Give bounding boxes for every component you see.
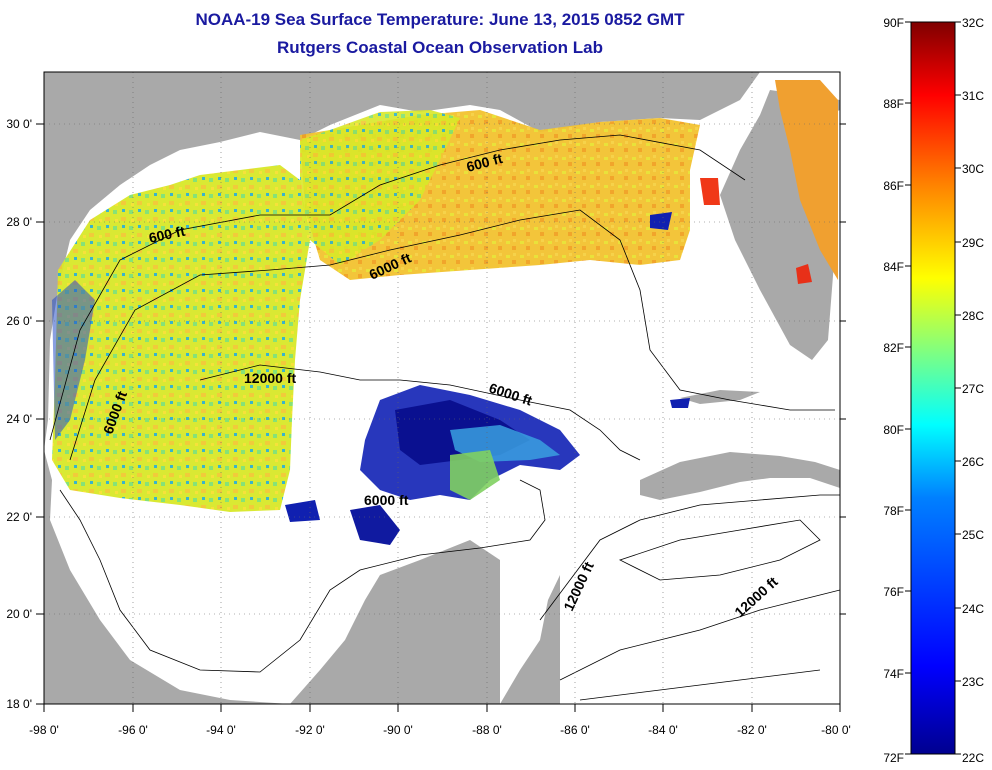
lat-label: 20 0' <box>6 607 32 621</box>
colorbar-c-label: 32C <box>962 16 984 30</box>
lon-label: -86 0' <box>560 723 590 737</box>
contour-600ft <box>49 134 746 441</box>
land-gulf-coast <box>44 72 760 450</box>
colorbar-c-label: 31C <box>962 89 984 103</box>
contour-6000ft-north <box>69 209 835 461</box>
contour-label: 6000 ft <box>364 492 409 508</box>
lon-label: -98 0' <box>29 723 59 737</box>
map-border <box>43 71 841 705</box>
colorbar-f-label: 78F <box>883 504 904 518</box>
colorbar-f-label: 86F <box>883 179 904 193</box>
colorbar-c-label: 26C <box>962 455 984 469</box>
lat-label: 30 0' <box>6 117 32 131</box>
land-yucatan <box>290 540 500 704</box>
colorbar-c-label: 30C <box>962 162 984 176</box>
lat-label: 22 0' <box>6 510 32 524</box>
map-subtitle: Rutgers Coastal Ocean Observation Lab <box>277 38 603 57</box>
colorbar-f-label: 80F <box>883 423 904 437</box>
colorbar-ticks <box>905 21 961 755</box>
lon-label: -80 0' <box>821 723 851 737</box>
sst-yellow-west <box>52 165 310 512</box>
colorbar-f-label: 90F <box>883 16 904 30</box>
lon-label: -88 0' <box>472 723 502 737</box>
colorbar-c-label: 28C <box>962 309 984 323</box>
colorbar-f-label: 84F <box>883 260 904 274</box>
contour-12000ft-south <box>539 494 840 621</box>
lat-label: 26 0' <box>6 314 32 328</box>
lat-label: 24 0' <box>6 412 32 426</box>
contour-12000ft <box>199 364 641 461</box>
land-cuba <box>640 452 840 500</box>
colorbar-c-label: 22C <box>962 751 984 765</box>
contour-label: 12000 ft <box>244 370 296 386</box>
colorbar-f-label: 82F <box>883 341 904 355</box>
lon-label: -96 0' <box>118 723 148 737</box>
contour-label: 600 ft <box>147 223 186 246</box>
colorbar-c-label: 24C <box>962 602 984 616</box>
colorbar <box>910 21 956 755</box>
lon-label: -92 0' <box>295 723 325 737</box>
contour-caribbean <box>559 589 840 701</box>
land-florida-keys <box>680 390 760 404</box>
colorbar-c-label: 25C <box>962 528 984 542</box>
sst-blue-west-coast <box>52 280 95 440</box>
lat-label: 18 0' <box>6 697 32 711</box>
contour-6000ft-south <box>59 479 546 673</box>
land-mexico <box>44 450 290 704</box>
map-title: NOAA-19 Sea Surface Temperature: June 13… <box>195 10 685 29</box>
colorbar-f-label: 88F <box>883 97 904 111</box>
land-central-america <box>500 575 560 704</box>
lon-label: -82 0' <box>737 723 767 737</box>
sst-yellow-north <box>300 110 460 265</box>
sst-green-patch <box>450 450 500 500</box>
sst-red-spot <box>700 178 720 205</box>
lon-label: -84 0' <box>648 723 678 737</box>
grid-lines <box>44 72 840 704</box>
sst-florida-strip <box>775 80 838 280</box>
colorbar-c-label: 23C <box>962 675 984 689</box>
colorbar-c-label: 27C <box>962 382 984 396</box>
colorbar-f-label: 74F <box>883 667 904 681</box>
colorbar-f-label: 76F <box>883 585 904 599</box>
sst-red-spot-2 <box>796 264 812 284</box>
axis-ticks <box>36 123 846 712</box>
lon-label: -94 0' <box>206 723 236 737</box>
colorbar-f-label: 72F <box>883 751 904 765</box>
colorbar-c-label: 29C <box>962 236 984 250</box>
sst-blue-south <box>350 505 400 545</box>
lat-label: 28 0' <box>6 215 32 229</box>
lon-label: -90 0' <box>383 723 413 737</box>
contour-cuba-loops <box>618 519 821 581</box>
